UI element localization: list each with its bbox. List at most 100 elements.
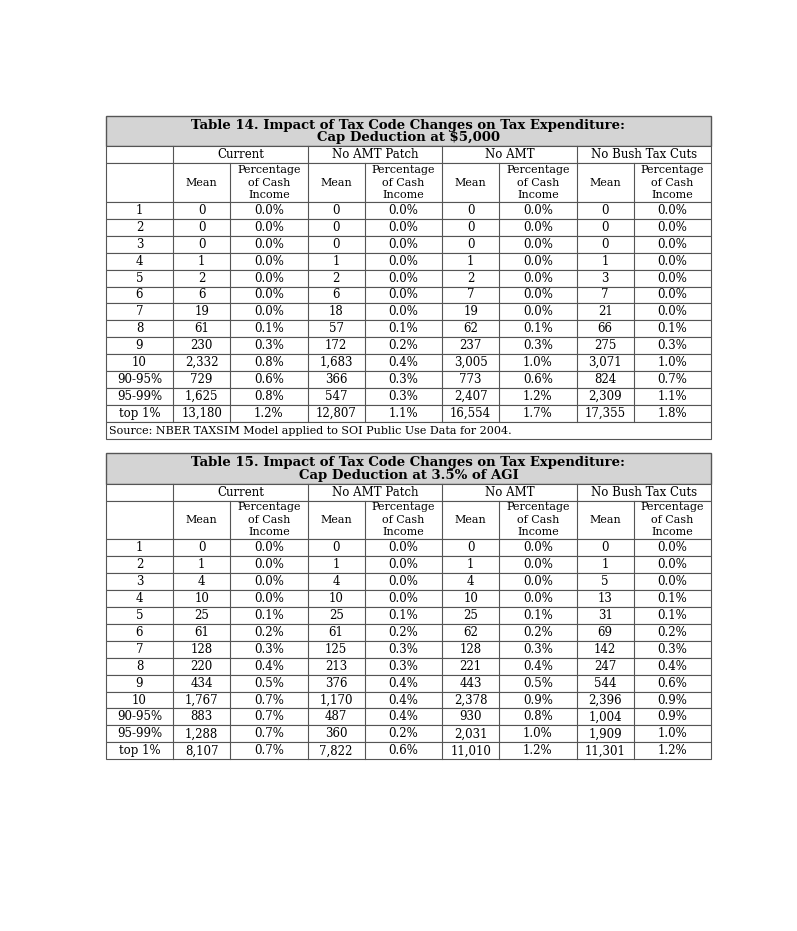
Text: 0.0%: 0.0% [523,305,553,318]
Text: 90-95%: 90-95% [117,710,162,723]
Bar [106,675,711,692]
Text: 0.1%: 0.1% [658,322,687,335]
Text: Mean: Mean [589,178,621,187]
Text: 7,822: 7,822 [320,744,353,757]
Bar [106,452,711,483]
Text: Current: Current [217,148,264,161]
Text: 0.4%: 0.4% [388,710,418,723]
Text: 1.2%: 1.2% [254,407,284,420]
Bar [106,405,711,422]
Bar [106,287,711,304]
Text: 434: 434 [190,677,213,690]
Text: 2,407: 2,407 [453,390,488,403]
Text: 1,004: 1,004 [588,710,622,723]
Text: 2: 2 [467,272,474,285]
Bar [106,573,711,590]
Text: 8: 8 [135,660,143,672]
Text: 2: 2 [135,558,143,571]
Text: 237: 237 [460,339,482,352]
Text: Percentage
of Cash
Income: Percentage of Cash Income [238,165,300,200]
Text: 0: 0 [332,237,340,250]
Text: Cap Deduction at 3.5% of AGI: Cap Deduction at 3.5% of AGI [299,468,518,481]
Text: 17,355: 17,355 [585,407,626,420]
Text: 0: 0 [332,541,340,554]
Text: 0.7%: 0.7% [254,727,284,740]
Text: 0.0%: 0.0% [254,237,284,250]
Text: 0.0%: 0.0% [658,237,687,250]
Text: 5: 5 [135,609,143,622]
Bar [106,355,711,371]
Text: 10: 10 [328,592,344,605]
Bar [106,590,711,607]
Text: 10: 10 [132,694,147,707]
Text: 1: 1 [467,254,474,267]
Text: 0.1%: 0.1% [523,609,553,622]
Text: 61: 61 [194,322,209,335]
Text: 221: 221 [460,660,481,672]
Bar [106,708,711,725]
Text: 1,683: 1,683 [320,357,353,370]
Bar [106,219,711,236]
Text: 0.0%: 0.0% [523,254,553,267]
Text: 0.0%: 0.0% [388,272,418,285]
Text: 230: 230 [190,339,213,352]
Bar [106,641,711,657]
Text: 5: 5 [602,575,609,587]
Text: 0.9%: 0.9% [523,694,553,707]
Text: 0.8%: 0.8% [254,357,284,370]
Text: No Bush Tax Cuts: No Bush Tax Cuts [591,148,697,161]
Text: 729: 729 [190,373,213,386]
Text: 142: 142 [594,642,616,655]
Text: 1,288: 1,288 [185,727,218,740]
Bar [106,270,711,287]
Text: 2,396: 2,396 [588,694,622,707]
Text: 1.0%: 1.0% [523,727,553,740]
Text: 1.8%: 1.8% [658,407,687,420]
Text: 4: 4 [467,575,474,587]
Text: 25: 25 [328,609,344,622]
Bar [106,146,711,163]
Text: 0: 0 [198,221,206,234]
Text: Percentage
of Cash
Income: Percentage of Cash Income [641,503,705,537]
Text: 66: 66 [598,322,613,335]
Text: 0.0%: 0.0% [523,289,553,302]
Text: 8,107: 8,107 [185,744,218,757]
Bar [106,556,711,573]
Bar [106,607,711,624]
Text: 0.3%: 0.3% [523,642,553,655]
Text: 1: 1 [135,541,143,554]
Text: Cap Deduction at $5,000: Cap Deduction at $5,000 [317,131,500,144]
Text: 0.4%: 0.4% [388,677,418,690]
Bar [106,422,711,439]
Text: Mean: Mean [186,515,218,525]
Text: 3: 3 [602,272,609,285]
Bar [106,371,711,388]
Text: 2,378: 2,378 [454,694,488,707]
Text: No Bush Tax Cuts: No Bush Tax Cuts [591,486,697,499]
Text: 2: 2 [198,272,206,285]
Text: 0.0%: 0.0% [388,305,418,318]
Text: 90-95%: 90-95% [117,373,162,386]
Text: 9: 9 [135,677,143,690]
Text: 1.2%: 1.2% [658,744,687,757]
Text: 1: 1 [332,558,340,571]
Text: 18: 18 [329,305,344,318]
Bar [106,624,711,641]
Text: 0.3%: 0.3% [254,339,284,352]
Text: 0.7%: 0.7% [254,694,284,707]
Text: 0.0%: 0.0% [254,289,284,302]
Text: 0.0%: 0.0% [388,558,418,571]
Text: Mean: Mean [589,515,621,525]
Text: 125: 125 [325,642,347,655]
Text: 443: 443 [459,677,482,690]
Text: 25: 25 [194,609,209,622]
Bar [106,539,711,556]
Text: 0.5%: 0.5% [254,677,284,690]
Text: 0: 0 [602,221,609,234]
Text: Percentage
of Cash
Income: Percentage of Cash Income [238,503,300,537]
Text: Table 15. Impact of Tax Code Changes on Tax Expenditure:: Table 15. Impact of Tax Code Changes on … [191,456,626,469]
Text: 0.0%: 0.0% [254,558,284,571]
Text: 0.1%: 0.1% [254,322,284,335]
Text: 0: 0 [602,204,609,217]
Bar [106,252,711,270]
